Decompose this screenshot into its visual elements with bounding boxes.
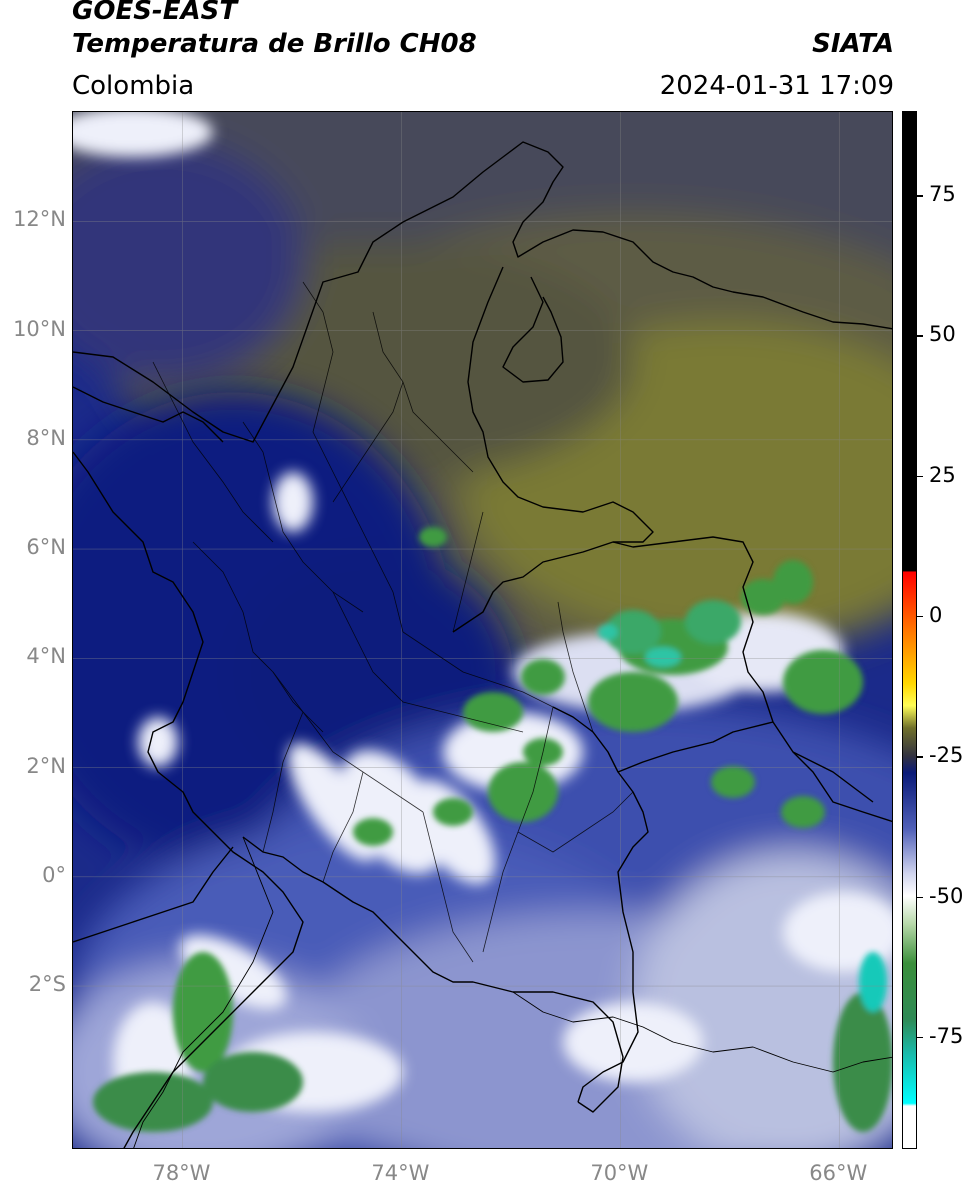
colorbar-tick — [917, 475, 923, 478]
longitude-label: 66°W — [809, 1161, 868, 1185]
satellite-title: GOES-EAST — [72, 0, 238, 26]
latitude-label: 0° — [42, 862, 66, 887]
panama-isthmus — [73, 386, 224, 443]
latitude-label: 2°S — [28, 972, 66, 997]
map-canvas — [73, 112, 892, 1148]
venezuela-brazil-border — [617, 721, 874, 803]
ecuador-colombia-border — [73, 846, 234, 943]
colorbar-label: 50 — [929, 322, 956, 347]
amazon-river — [512, 991, 892, 1073]
colorbar — [902, 111, 917, 1149]
latitude-label: 8°N — [26, 425, 66, 450]
colombia-venezuela-border — [452, 266, 654, 633]
colorbar-label: -50 — [929, 883, 964, 908]
warm-air-region — [73, 112, 892, 672]
longitude-label: 70°W — [590, 1161, 649, 1185]
latitude-label: 12°N — [13, 207, 66, 232]
colorbar-label: 25 — [929, 462, 956, 487]
colorbar-tick — [917, 896, 923, 898]
gridlines — [73, 112, 892, 1148]
colorbar-label: -75 — [929, 1023, 964, 1048]
department-boundaries — [152, 281, 634, 963]
deep-convection-cores — [93, 527, 892, 1132]
caribbean-coast — [73, 141, 892, 443]
datetime-label: 2024-01-31 17:09 — [659, 71, 894, 101]
colorbar-label: 0 — [929, 602, 943, 627]
lake-maracaibo — [502, 276, 564, 383]
colorbar-tick — [917, 1036, 923, 1039]
latitude-label: 10°N — [13, 316, 66, 341]
colorbar-tick — [917, 195, 923, 197]
colombia-peru-border — [242, 836, 624, 1113]
longitude-label: 78°W — [152, 1161, 211, 1185]
peru-border-south — [133, 836, 274, 1148]
colorbar-tick — [917, 756, 923, 758]
latitude-label: 4°N — [26, 644, 66, 669]
latitude-label: 6°N — [26, 535, 66, 560]
boundaries — [73, 141, 892, 1148]
longitude-label: 74°W — [371, 1161, 430, 1185]
pacific-coast — [73, 451, 304, 1148]
colorbar-tick — [917, 615, 923, 618]
colorbar-label: 75 — [929, 182, 956, 207]
colombia-east-border — [612, 536, 892, 823]
colorbar-tick — [917, 335, 923, 337]
agency-label: SIATA — [812, 29, 894, 59]
region-label: Colombia — [72, 71, 195, 101]
colombia-brazil-border — [552, 706, 649, 1103]
satellite-map[interactable] — [72, 111, 893, 1149]
colorbar-label: -25 — [929, 743, 964, 768]
latitude-label: 2°N — [26, 753, 66, 778]
product-title: Temperatura de Brillo CH08 — [72, 29, 477, 59]
